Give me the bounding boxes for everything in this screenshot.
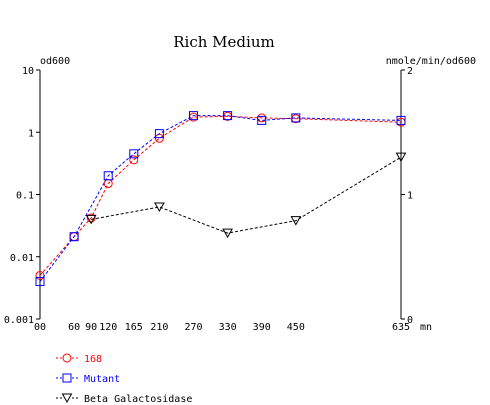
x-tick-label-1: 60 bbox=[68, 322, 80, 333]
series-1-point-8 bbox=[291, 113, 301, 123]
series-1-point-4 bbox=[154, 129, 164, 139]
series-1-point-1 bbox=[69, 232, 79, 242]
y-left-tick-label-3: 1 bbox=[28, 128, 34, 139]
series-2-point-4 bbox=[395, 152, 407, 163]
series-1-point-6 bbox=[223, 111, 233, 121]
series-1-point-2 bbox=[103, 171, 113, 181]
x-tick-label-7: 330 bbox=[219, 322, 237, 333]
legend: 168 Mutant Beta Galactosidase bbox=[56, 353, 192, 405]
x-tick-label-2: 90 bbox=[85, 322, 97, 333]
y-right-tick-label-2: 2 bbox=[407, 66, 413, 77]
y-left-tick-label-2: 0.1 bbox=[16, 191, 34, 202]
series-2-point-0 bbox=[85, 214, 97, 225]
x-tick-label-6: 270 bbox=[184, 322, 202, 333]
x-tick-label-5: 210 bbox=[150, 322, 168, 333]
series-0-point-5 bbox=[154, 133, 164, 143]
series-line-2 bbox=[91, 156, 402, 234]
legend-label-2: Beta Galactosidase bbox=[84, 394, 192, 405]
x-tick-label-0: 00 bbox=[34, 322, 46, 333]
series-1-point-0 bbox=[35, 277, 45, 287]
series-layer bbox=[35, 111, 407, 287]
x-tick-labels: 00 60 90 120 165 210 270 330 390 450 635 bbox=[34, 322, 410, 333]
series-2-point-2 bbox=[222, 228, 233, 239]
legend-label-1: Mutant bbox=[84, 374, 120, 385]
series-1-point-7 bbox=[257, 115, 267, 125]
series-0 bbox=[35, 111, 406, 280]
y-right-ticks: 0 1 2 bbox=[401, 66, 413, 326]
chart-title: Rich Medium bbox=[173, 33, 274, 51]
legend-label-0: 168 bbox=[84, 354, 102, 365]
series-1 bbox=[35, 111, 406, 287]
series-1-point-3 bbox=[129, 149, 139, 159]
legend-marker-1 bbox=[62, 373, 72, 383]
x-axis-unit-label: mn bbox=[420, 322, 432, 333]
y-left-tick-label-1: 0.01 bbox=[10, 253, 34, 264]
series-2-point-1 bbox=[154, 202, 165, 212]
series-line-0 bbox=[39, 115, 402, 276]
y-left-ticks: 0.001 0.01 0.1 1 10 bbox=[4, 66, 40, 326]
legend-marker-2 bbox=[61, 393, 73, 404]
y-left-axis-label: od600 bbox=[40, 56, 70, 67]
legend-marker-0 bbox=[62, 353, 72, 363]
series-0-point-2 bbox=[86, 213, 96, 223]
y-right-tick-label-0: 0 bbox=[407, 315, 413, 326]
y-right-axis-label: nmole/min/od600 bbox=[386, 56, 476, 67]
series-line-1 bbox=[39, 115, 402, 282]
series-1-point-5 bbox=[188, 111, 198, 121]
x-tick-label-4: 165 bbox=[125, 322, 143, 333]
y-left-tick-label-0: 0.001 bbox=[4, 315, 34, 326]
x-tick-label-3: 120 bbox=[99, 322, 117, 333]
y-left-tick-label-4: 10 bbox=[22, 66, 34, 77]
y-right-tick-label-1: 1 bbox=[407, 191, 413, 202]
x-tick-label-9: 450 bbox=[287, 322, 305, 333]
x-tick-label-8: 390 bbox=[253, 322, 271, 333]
series-2 bbox=[85, 152, 407, 239]
series-2-point-3 bbox=[290, 216, 302, 226]
x-tick-label-10: 635 bbox=[392, 322, 410, 333]
series-1-point-9 bbox=[396, 115, 406, 125]
series-0-point-4 bbox=[129, 155, 139, 165]
